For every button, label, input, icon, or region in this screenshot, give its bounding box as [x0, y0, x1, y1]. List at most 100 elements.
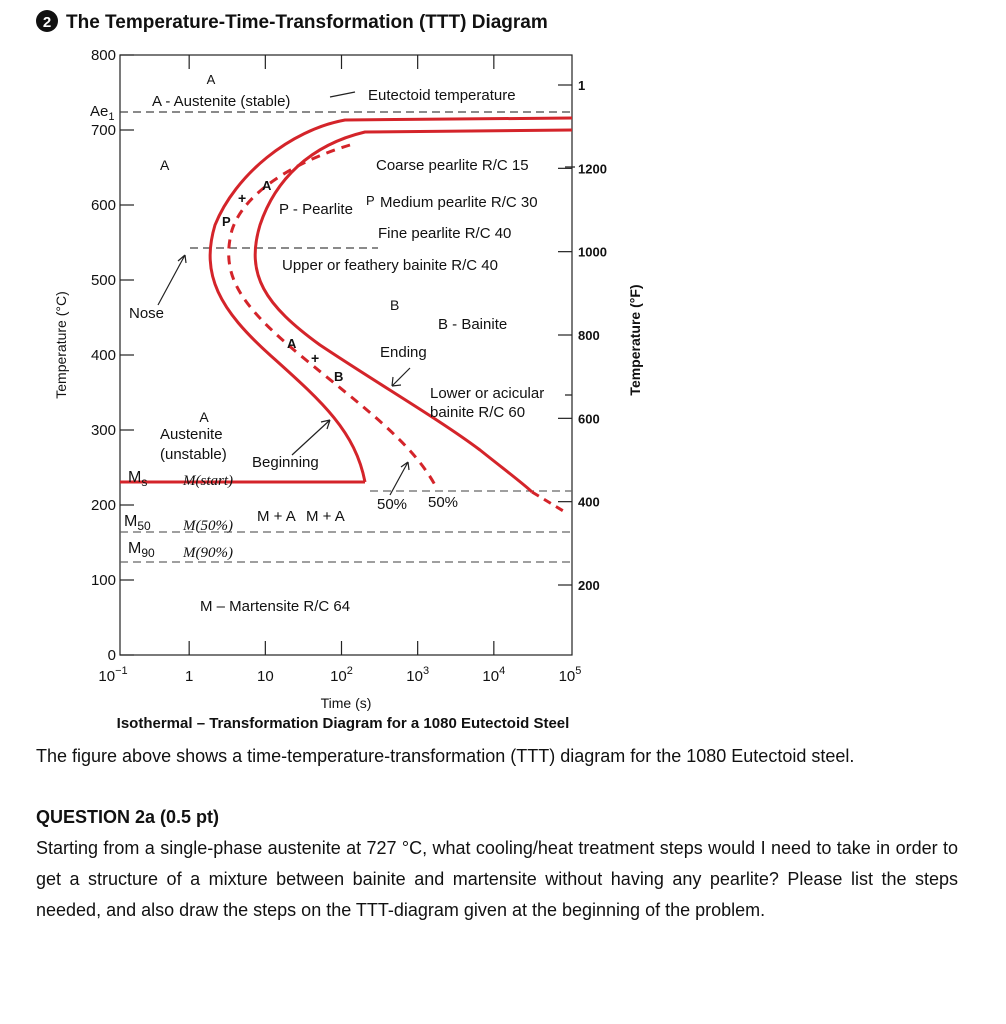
curves: [208, 116, 573, 514]
y-tick-label: 600: [91, 197, 116, 214]
question-text: Starting from a single-phase austenite a…: [36, 838, 958, 920]
x-tick-exp: 2: [347, 665, 353, 677]
x-tick-base: 10: [482, 668, 499, 685]
x-tick-label: 104: [482, 665, 505, 685]
label: M(90%): [182, 545, 233, 561]
number-badge: [36, 10, 58, 32]
y-tick-label: 500: [91, 272, 116, 289]
pointer: [329, 91, 356, 98]
pointer: [291, 419, 331, 456]
x-tick-label: 102: [330, 665, 353, 685]
label: Medium pearlite R/C 30: [380, 194, 538, 211]
y2-tick-label: 1: [578, 78, 585, 93]
label: +: [238, 190, 246, 206]
x-tick-label: 103: [406, 665, 429, 685]
y2-tick-label: 1000: [578, 245, 607, 260]
label: A: [207, 72, 216, 87]
x-tick-base: 10: [559, 668, 576, 685]
label: bainite R/C 60: [430, 404, 525, 421]
label: 50%: [377, 496, 407, 513]
y-tick-label: 400: [91, 347, 116, 364]
label: (unstable): [160, 446, 227, 463]
y-tick-label: 700: [91, 122, 116, 139]
y2-tick-label: 800: [578, 328, 600, 343]
y2-tick-label: 200: [578, 578, 600, 593]
y-tick-label: 800: [91, 47, 116, 64]
pointer: [157, 254, 187, 306]
label: M(50%): [182, 518, 233, 534]
label: Upper or feathery bainite R/C 40: [282, 257, 498, 274]
label: Ending: [380, 344, 427, 361]
label: B - Bainite: [438, 316, 507, 333]
pointer: [389, 461, 410, 496]
label: P: [366, 193, 375, 208]
intro: The figure above shows a time-temperatur…: [36, 746, 855, 766]
label: B: [334, 369, 343, 384]
x-tick-exp: 5: [575, 665, 581, 677]
label: Nose: [129, 305, 164, 322]
caption: Isothermal – Transformation Diagram for …: [117, 715, 570, 732]
x-tick-label: 10: [257, 668, 274, 685]
label: Ae1: [90, 103, 114, 123]
label: A - Austenite (stable): [152, 93, 290, 110]
x-tick-exp: 3: [423, 665, 429, 677]
label: Eutectoid temperature: [368, 87, 516, 104]
finish-curve-dashed: [531, 490, 566, 514]
question-title: QUESTION 2a (0.5 pt): [36, 807, 220, 827]
ticks: 8007006005004003002001000112001000800600…: [91, 47, 607, 685]
label-text: M: [128, 469, 141, 486]
label-text: Ae: [90, 103, 108, 120]
y-axis-label: Temperature (°C): [53, 291, 69, 399]
pointer: [565, 166, 575, 396]
label-sub: s: [141, 475, 147, 489]
y-tick-label: 100: [91, 572, 116, 589]
header-title: The Temperature-Time-Transformation (TTT…: [66, 12, 548, 33]
label: Fine pearlite R/C 40: [378, 225, 511, 242]
y-tick-label: 300: [91, 422, 116, 439]
finish-curve: [253, 128, 573, 494]
x-tick-exp: −1: [115, 665, 128, 677]
label-sub: 50: [137, 519, 151, 533]
label: Ms: [128, 469, 147, 489]
fifty-percent-curve: [227, 143, 437, 486]
label: +: [311, 350, 319, 366]
label: M90: [128, 540, 155, 560]
label: M50: [124, 513, 151, 533]
label-sub: 1: [108, 111, 114, 123]
x-tick-label: 10−1: [98, 665, 127, 685]
label: P: [222, 214, 231, 229]
label: A: [287, 336, 297, 351]
x-tick-label: 1: [185, 668, 193, 685]
y-tick-label: 0: [108, 647, 116, 664]
start-curve: [208, 116, 573, 483]
x-tick-base: 10: [406, 668, 423, 685]
label: A: [262, 178, 272, 193]
reference-lines: [120, 111, 572, 563]
x-tick-exp: 4: [499, 665, 505, 677]
label: A: [199, 409, 209, 425]
label: Beginning: [252, 454, 319, 471]
label: M + A: [306, 508, 345, 525]
x-tick-label: 105: [559, 665, 582, 685]
y2-tick-label: 1200: [578, 161, 607, 176]
label: M – Martensite R/C 64: [200, 598, 350, 615]
y-tick-label: 200: [91, 497, 116, 514]
label: Austenite: [160, 426, 223, 443]
label: B: [390, 297, 399, 313]
label-sub: 90: [141, 546, 155, 560]
x-axis-label: Time (s): [321, 695, 372, 711]
figure: 2 The Temperature-Time-Transformation (T…: [36, 10, 643, 732]
pointer: [391, 367, 411, 387]
header-number: 2: [43, 14, 51, 31]
label: A: [160, 157, 170, 173]
labels: A A - Austenite (stable) Eutectoid tempe…: [90, 72, 544, 615]
label: M + A: [257, 508, 296, 525]
label-text: M: [124, 513, 137, 530]
label: M(start): [182, 473, 233, 489]
label: Coarse pearlite R/C 15: [376, 157, 529, 174]
label: P - Pearlite: [279, 201, 353, 218]
label: Lower or acicular: [430, 385, 544, 402]
y2-tick-label: 600: [578, 411, 600, 426]
x-tick-base: 10: [98, 668, 115, 685]
